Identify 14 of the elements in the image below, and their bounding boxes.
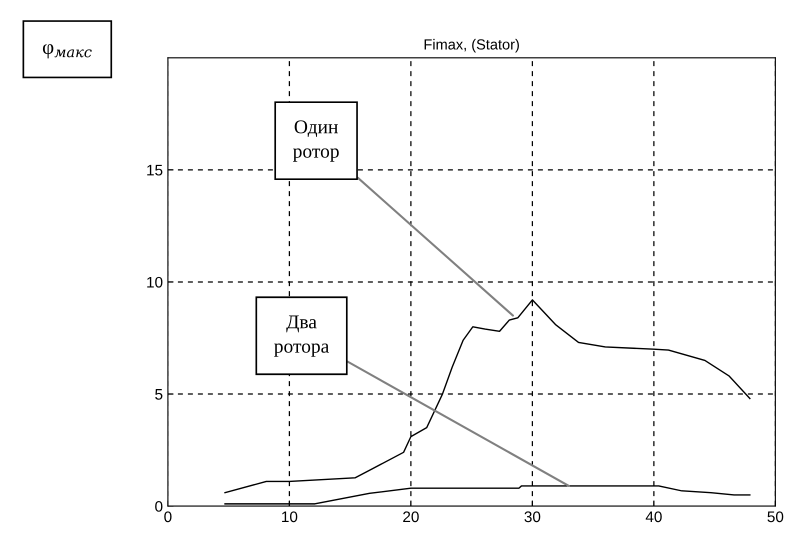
x-tick-label: 20 [403, 511, 419, 522]
x-tick-label: 0 [164, 511, 172, 522]
x-tick-label: 40 [646, 511, 662, 522]
x-tick-label: 50 [767, 511, 784, 522]
chart-title: Fimax, (Stator) [424, 38, 519, 52]
annotation: Один ротор [293, 120, 339, 162]
annotation: Два ротора [274, 315, 330, 357]
y-tick-label: 10 [147, 276, 162, 288]
y-tick-label: 5 [155, 389, 162, 400]
y-tick-label: 15 [147, 164, 162, 176]
y-tick-label: 0 [155, 500, 162, 512]
y-axis-title: φ$_{макс}$ [42, 44, 92, 58]
x-tick-label: 10 [282, 511, 298, 522]
x-tick-label: 30 [524, 511, 540, 522]
